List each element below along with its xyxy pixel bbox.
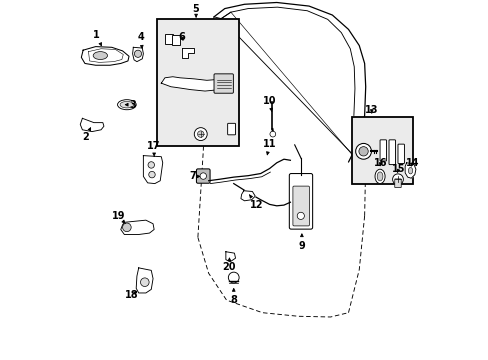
FancyBboxPatch shape — [388, 140, 395, 165]
Text: 19: 19 — [111, 211, 125, 224]
Text: 20: 20 — [222, 258, 236, 272]
Circle shape — [297, 212, 304, 220]
Polygon shape — [225, 252, 235, 262]
Text: 17: 17 — [147, 141, 161, 157]
Polygon shape — [132, 47, 143, 62]
FancyBboxPatch shape — [379, 140, 386, 161]
Text: 18: 18 — [124, 291, 138, 301]
FancyBboxPatch shape — [227, 123, 235, 135]
Ellipse shape — [120, 102, 133, 108]
Polygon shape — [121, 220, 154, 234]
Polygon shape — [405, 163, 415, 178]
Circle shape — [392, 174, 403, 185]
FancyBboxPatch shape — [214, 74, 233, 93]
Text: 3: 3 — [125, 100, 136, 110]
FancyBboxPatch shape — [196, 169, 210, 183]
Ellipse shape — [376, 172, 382, 181]
Text: 2: 2 — [82, 128, 90, 142]
Text: 16: 16 — [373, 158, 386, 168]
Circle shape — [148, 171, 155, 178]
FancyBboxPatch shape — [397, 144, 404, 163]
FancyBboxPatch shape — [394, 179, 400, 188]
Text: 14: 14 — [406, 158, 419, 168]
Text: 8: 8 — [230, 288, 237, 305]
Text: 4: 4 — [137, 32, 143, 48]
Text: 15: 15 — [391, 164, 405, 174]
Bar — [156, 19, 239, 146]
Text: 13: 13 — [365, 105, 378, 115]
Circle shape — [269, 131, 275, 137]
Polygon shape — [80, 118, 104, 132]
Circle shape — [355, 143, 371, 159]
Text: 7: 7 — [189, 171, 200, 181]
Circle shape — [134, 50, 142, 57]
Polygon shape — [143, 156, 163, 184]
Text: 6: 6 — [178, 32, 185, 41]
Polygon shape — [161, 77, 230, 91]
Bar — [351, 117, 412, 184]
FancyBboxPatch shape — [289, 174, 312, 229]
Polygon shape — [81, 46, 129, 65]
Ellipse shape — [374, 169, 384, 184]
FancyBboxPatch shape — [171, 35, 180, 45]
FancyBboxPatch shape — [292, 186, 309, 226]
Circle shape — [200, 173, 206, 179]
Text: 11: 11 — [263, 139, 276, 155]
Text: 9: 9 — [298, 234, 305, 251]
Text: 1: 1 — [93, 30, 102, 46]
Text: 5: 5 — [192, 4, 199, 17]
Ellipse shape — [117, 100, 136, 110]
Text: 12: 12 — [249, 195, 263, 210]
Ellipse shape — [93, 51, 107, 59]
Circle shape — [194, 128, 207, 140]
Circle shape — [122, 223, 131, 231]
Polygon shape — [241, 191, 255, 201]
Ellipse shape — [407, 167, 412, 174]
Polygon shape — [136, 268, 153, 293]
Circle shape — [228, 272, 239, 283]
FancyBboxPatch shape — [164, 34, 173, 44]
Polygon shape — [182, 48, 193, 58]
Circle shape — [148, 162, 154, 168]
Circle shape — [358, 147, 367, 156]
Text: 10: 10 — [263, 96, 276, 112]
Circle shape — [197, 131, 203, 137]
Circle shape — [140, 278, 149, 287]
